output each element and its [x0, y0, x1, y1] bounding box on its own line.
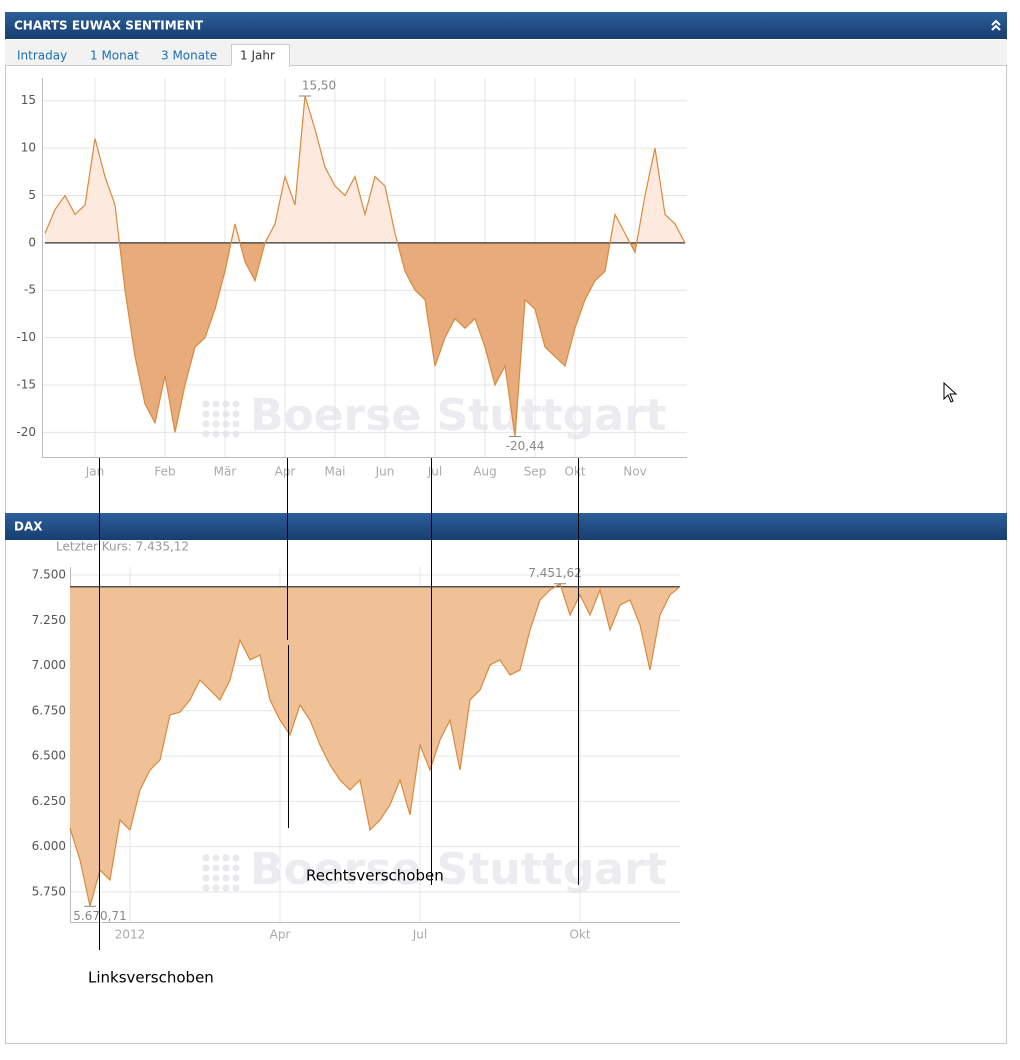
watermark-dot: [202, 410, 210, 418]
y-tick-label: -5: [24, 283, 36, 297]
cursor: [943, 381, 958, 403]
collapse-icon[interactable]: [991, 19, 1001, 31]
y-tick-label: 6.250: [32, 794, 66, 808]
watermark-dot: [232, 884, 240, 892]
tab[interactable]: Intraday: [17, 49, 67, 63]
watermark-dot: [222, 430, 230, 438]
y-tick-label: 15: [21, 93, 36, 107]
watermark-dot: [222, 864, 230, 872]
watermark-dot: [212, 884, 220, 892]
y-tick-label: 6.000: [32, 839, 66, 853]
subtitle: Letzter Kurs: 7.435,12: [56, 540, 189, 554]
tab-strip: [5, 40, 1007, 66]
watermark-dot: [212, 400, 220, 408]
dax-header-bar: [5, 513, 1007, 540]
charts: Boerse Stuttgart -20 -15 -10 -5 0 5 10 15 Jan Feb M…: [16, 78, 687, 942]
y-tick-label: 5: [28, 188, 36, 202]
x-tick-label: Jan: [85, 465, 105, 479]
x-tick-label: Apr: [275, 465, 296, 479]
x-tick-label: Jul: [412, 928, 427, 942]
y-tick-label: 6.750: [32, 703, 66, 717]
x-tick-label: Mai: [324, 465, 345, 479]
x-tick-label: Mär: [214, 465, 237, 479]
watermark-dot: [202, 874, 210, 882]
watermark-dot: [232, 400, 240, 408]
active-tab-gap: [231, 65, 289, 67]
annotation: Linksverschoben: [88, 969, 214, 987]
watermark-dot: [202, 430, 210, 438]
watermark-dot: [202, 884, 210, 892]
y-tick-label: 10: [21, 141, 36, 155]
watermark-dot: [202, 400, 210, 408]
area-fill-below: [45, 242, 685, 437]
watermark-dot: [202, 864, 210, 872]
watermark: Boerse Stuttgart: [202, 844, 667, 895]
y-tick-label: 7.000: [32, 658, 66, 672]
watermark-text: Boerse Stuttgart: [250, 390, 667, 441]
y-tick-label: -15: [16, 377, 36, 391]
watermark-dot: [222, 884, 230, 892]
value-label: -20,44: [506, 439, 545, 453]
area-fill-above: [45, 96, 685, 243]
watermark-dot: [212, 410, 220, 418]
y-tick-label: -10: [16, 330, 36, 344]
x-tick-label: Jul: [427, 465, 442, 479]
watermark-dot: [212, 430, 220, 438]
x-tick-label: Sep: [524, 465, 547, 479]
watermark-dot: [202, 854, 210, 862]
watermark-dot: [232, 864, 240, 872]
x-tick-label: 2012: [115, 928, 146, 942]
watermark-dot: [222, 420, 230, 428]
annotation: Rechtsverschoben: [306, 867, 444, 885]
area-line: [44, 95, 686, 437]
header-title: CHARTS EUWAX SENTIMENT: [14, 19, 204, 33]
watermark-dot: [212, 420, 220, 428]
watermark-dot: [202, 420, 210, 428]
area-fill-below: [70, 586, 680, 907]
x-tick-label: Aug: [473, 465, 496, 479]
y-tick-label: 5.750: [32, 884, 66, 898]
x-tick-label: Okt: [569, 928, 590, 942]
watermark-dot: [222, 874, 230, 882]
y-tick-label: 0: [28, 235, 36, 249]
watermark-dot: [212, 864, 220, 872]
y-tick-label: 6.500: [32, 749, 66, 763]
value-label: 7.451,62: [528, 566, 581, 580]
watermark-dot: [232, 420, 240, 428]
watermark-dot: [232, 410, 240, 418]
watermark-dot: [232, 874, 240, 882]
watermark-dot: [222, 400, 230, 408]
x-tick-label: Okt: [564, 465, 585, 479]
tab[interactable]: 1 Monat: [90, 49, 139, 63]
y-tick-label: 7.500: [32, 567, 66, 581]
watermark-dot: [222, 854, 230, 862]
tab[interactable]: 1 Jahr: [240, 49, 275, 63]
watermark-dot: [232, 430, 240, 438]
annotation-lines: [99, 458, 579, 950]
y-tick-label: -20: [16, 425, 36, 439]
x-tick-label: Jun: [375, 465, 395, 479]
x-tick-label: Nov: [623, 465, 646, 479]
value-label: 15,50: [302, 79, 336, 93]
watermark-dot: [232, 854, 240, 862]
header-bar: [5, 12, 1007, 39]
watermark-dot: [212, 874, 220, 882]
y-tick-label: 7.250: [32, 613, 66, 627]
x-tick-label: Feb: [154, 465, 175, 479]
chart: Boerse Stuttgart 5.750 6.000 6.250 6.500 6.75…: [32, 540, 681, 942]
dax-header-title: DAX: [14, 520, 43, 534]
tab[interactable]: 3 Monate: [161, 49, 217, 63]
watermark-text: Boerse Stuttgart: [250, 844, 667, 895]
watermark-dot: [212, 854, 220, 862]
watermark-dot: [222, 410, 230, 418]
chart: Boerse Stuttgart -20 -15 -10 -5 0 5 10 15 Jan Feb M…: [16, 78, 687, 479]
x-tick-label: Apr: [270, 928, 291, 942]
